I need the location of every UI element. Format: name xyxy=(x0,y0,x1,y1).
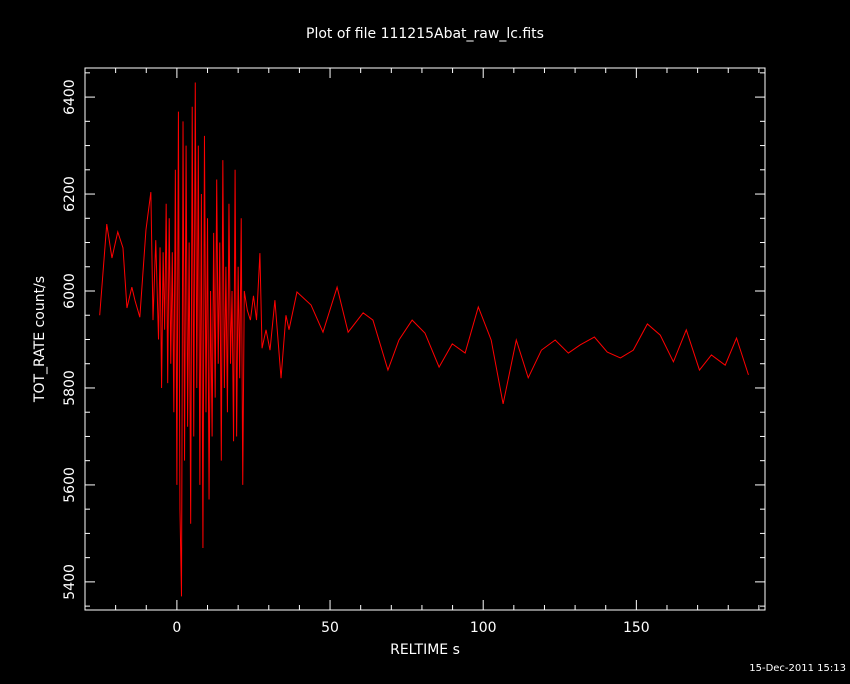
x-tick-label: 50 xyxy=(321,620,339,636)
x-tick-label: 150 xyxy=(623,620,650,636)
y-tick-label: 6000 xyxy=(62,273,78,309)
x-tick-label: 100 xyxy=(470,620,497,636)
y-tick-label: 6400 xyxy=(62,79,78,115)
timestamp: 15-Dec-2011 15:13 xyxy=(749,663,846,674)
y-tick-label: 5400 xyxy=(62,564,78,600)
x-axis-label: RELTIME s xyxy=(390,642,460,658)
y-tick-label: 5800 xyxy=(62,370,78,406)
light-curve xyxy=(99,82,749,597)
y-tick-label: 5600 xyxy=(62,467,78,503)
x-tick-label: 0 xyxy=(172,620,181,636)
y-axis-label: TOT_RATE count/s xyxy=(32,276,48,403)
y-tick-label: 6200 xyxy=(62,176,78,212)
chart-title: Plot of file 111215Abat_raw_lc.fits xyxy=(306,26,544,42)
